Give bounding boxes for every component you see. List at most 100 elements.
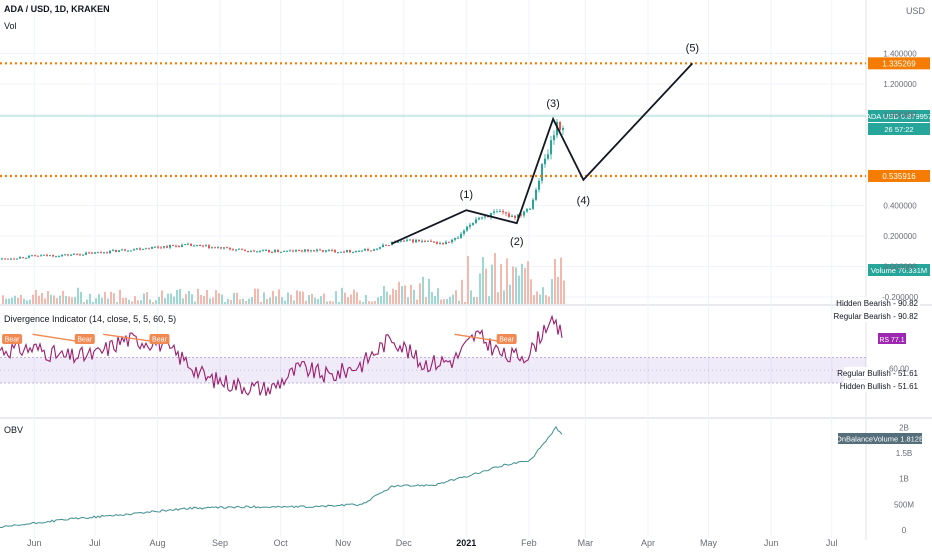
- volume-bar: [254, 288, 256, 304]
- candle: [277, 250, 279, 253]
- volume-bar: [200, 295, 202, 304]
- candle: [151, 246, 153, 249]
- candle: [112, 249, 114, 251]
- volume-bar: [173, 296, 175, 304]
- obv-y-tick: 1B: [899, 475, 909, 484]
- candle: [163, 246, 165, 248]
- volume-bar: [545, 295, 547, 304]
- volume-bar: [458, 300, 460, 304]
- candle: [361, 250, 363, 252]
- candle: [124, 249, 126, 251]
- volume-bar: [218, 293, 220, 304]
- obv-y-tick: 2B: [899, 424, 909, 433]
- volume-bar: [26, 300, 28, 304]
- volume-bar: [77, 287, 79, 304]
- volume-bar: [476, 297, 478, 304]
- price-tag-text: ADA USD 0.879957: [866, 112, 932, 121]
- x-tick-label: Jun: [764, 538, 779, 548]
- volume-bar: [533, 295, 535, 304]
- rsi-legend-bg: [844, 367, 920, 379]
- candle: [316, 249, 318, 252]
- volume-bar: [350, 294, 352, 304]
- volume-bar: [203, 296, 205, 304]
- volume-bar: [149, 299, 151, 304]
- candle: [400, 240, 402, 242]
- volume-bar: [143, 293, 145, 304]
- volume-bar: [371, 301, 373, 304]
- bearish-divergence-line: [32, 333, 83, 343]
- candle: [118, 250, 120, 253]
- volume-bar: [14, 295, 16, 304]
- candle: [130, 250, 132, 252]
- elliott-wave-line[interactable]: [391, 62, 694, 245]
- volume-bar: [86, 299, 88, 304]
- volume-bar: [8, 298, 10, 304]
- rsi-y-tick: 60.00: [889, 364, 910, 373]
- candle: [478, 217, 480, 220]
- volume-bar: [311, 293, 313, 304]
- volume-bar: [233, 292, 235, 304]
- price-pane[interactable]: 1.335269 0.535916 ADA USD 0.879957 26 57:22…: [0, 42, 932, 304]
- rsi-tag-text: RS 77.1: [879, 337, 904, 344]
- candle: [517, 214, 519, 218]
- volume-bar: [23, 298, 25, 304]
- volume-bar: [209, 298, 211, 304]
- candle: [442, 242, 444, 245]
- candle: [181, 244, 183, 248]
- rsi-line[interactable]: [0, 314, 563, 396]
- candle: [289, 250, 291, 252]
- volume-bar: [302, 291, 304, 304]
- volume-bar: [485, 268, 487, 304]
- candle: [106, 252, 108, 254]
- volume-bar: [275, 296, 277, 304]
- volume-bar: [221, 294, 223, 304]
- candle: [28, 255, 30, 258]
- candle: [427, 240, 429, 242]
- volume-bar: [509, 284, 511, 304]
- rsi-legend-text: Regular Bearish - 90.82: [834, 312, 919, 321]
- volume-bar: [455, 290, 457, 304]
- volume-bar: [332, 301, 334, 304]
- symbol-title: ADA / USD, 1D, KRAKEN: [4, 4, 110, 14]
- volume-bar: [515, 267, 517, 304]
- volume-bar: [314, 297, 316, 304]
- volume-bar: [365, 294, 367, 304]
- obv-y-tick: 1.5B: [896, 449, 912, 458]
- volume-bar: [41, 292, 43, 304]
- candle: [25, 257, 27, 259]
- volume-bar: [68, 296, 70, 304]
- bear-label: [496, 334, 517, 345]
- candle: [310, 250, 312, 252]
- candle: [352, 251, 354, 253]
- volume-bar: [530, 279, 532, 304]
- candle: [484, 216, 486, 218]
- x-tick-label: 2021: [456, 538, 476, 548]
- volume-bar: [155, 300, 157, 304]
- obv-line[interactable]: [0, 425, 563, 529]
- bearish-divergence-line: [103, 333, 158, 343]
- candle: [175, 245, 177, 247]
- candle: [217, 247, 219, 249]
- volume-bar: [152, 302, 154, 304]
- candle: [457, 237, 459, 239]
- rsi-pane[interactable]: Bear Bear Bear Bear Hidden Bearish - 90.82 Re…: [0, 297, 920, 396]
- candle: [469, 224, 471, 227]
- volume-bar: [452, 294, 454, 304]
- candle: [424, 240, 426, 242]
- obv-pane[interactable]: OnBalanceVolume 1.812B: [0, 425, 924, 529]
- rsi-legend-text: Hidden Bearish - 90.82: [836, 299, 918, 308]
- volume-bar: [83, 302, 85, 304]
- volume-bar: [425, 297, 427, 304]
- volume-bar: [377, 297, 379, 304]
- volume-bar: [293, 300, 295, 304]
- volume-bar: [305, 300, 307, 304]
- candle: [466, 226, 468, 231]
- volume-bar: [488, 296, 490, 304]
- x-tick-label: Jun: [27, 538, 42, 548]
- volume-label: Vol: [4, 21, 17, 31]
- candle: [529, 208, 531, 210]
- volume-bar: [554, 258, 556, 304]
- candle: [454, 238, 456, 240]
- candle: [103, 252, 105, 254]
